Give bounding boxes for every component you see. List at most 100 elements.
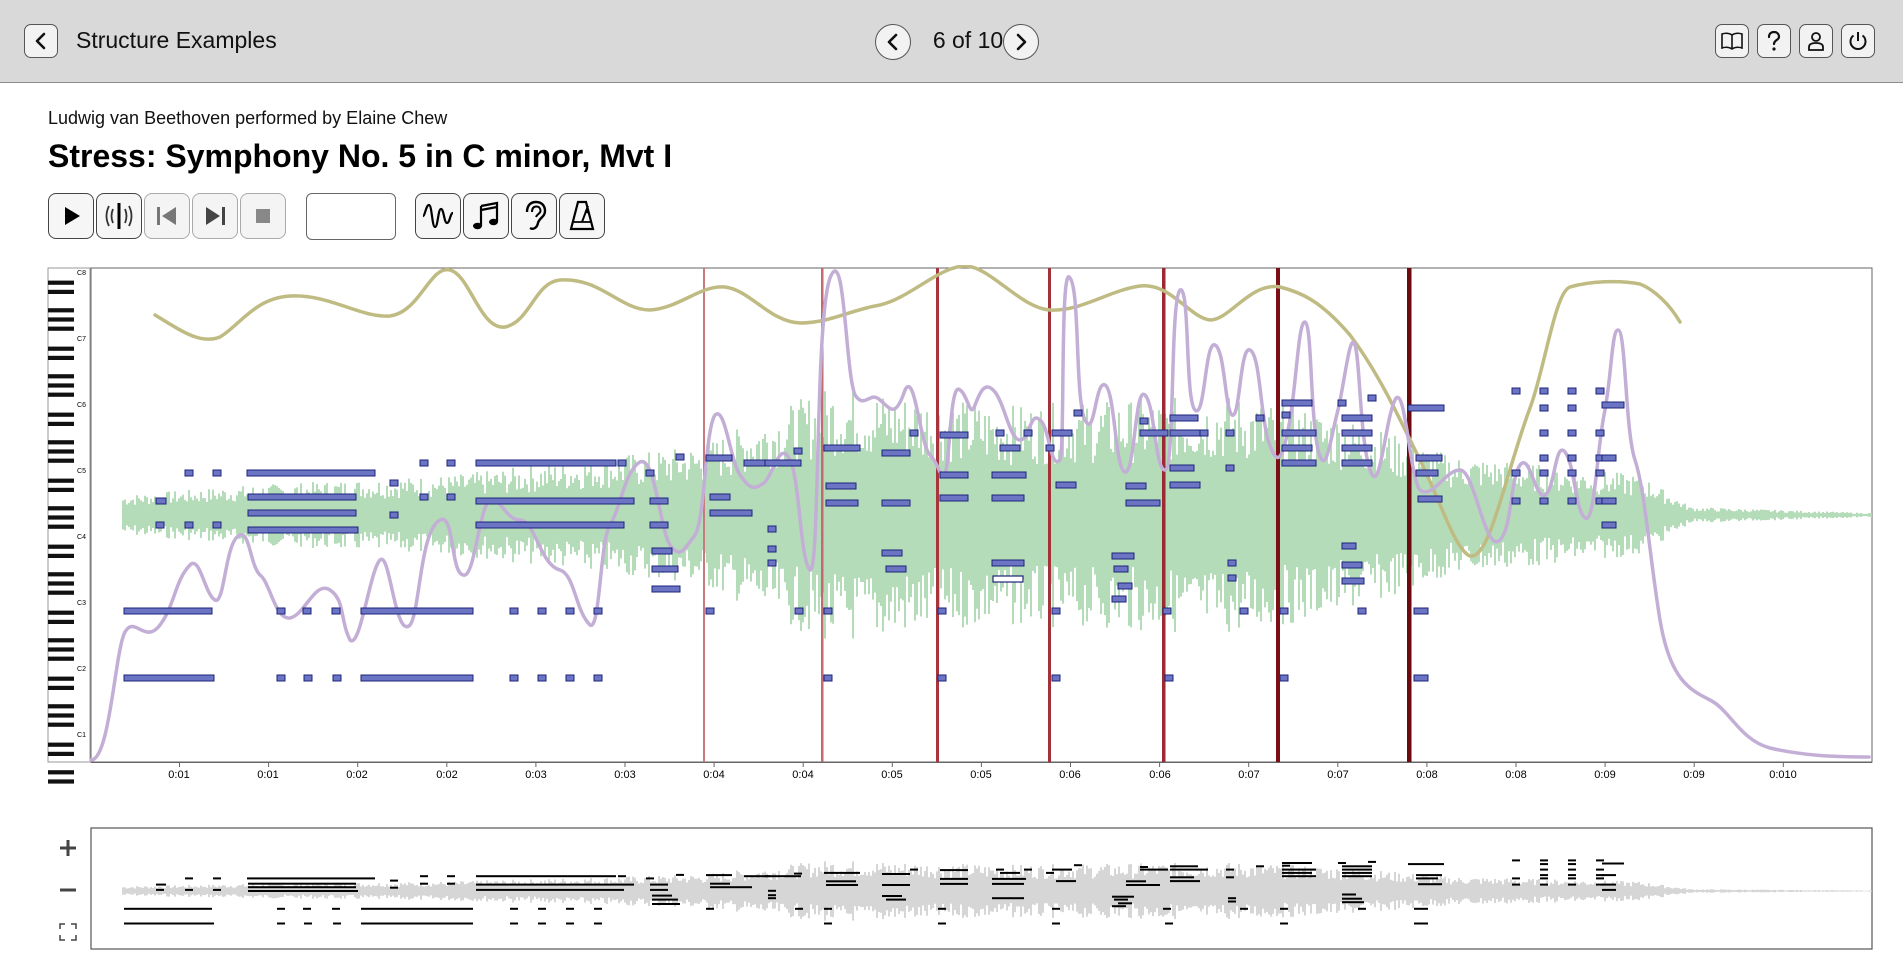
minimap-waveform-bar <box>138 887 140 895</box>
waveform-bar <box>1284 465 1286 565</box>
waveform-bar <box>1674 502 1676 528</box>
time-display[interactable] <box>306 193 396 240</box>
waveform-bar <box>656 480 658 550</box>
minimap-waveform-bar <box>860 874 862 907</box>
waveform-bar <box>882 398 884 632</box>
waveform-bar <box>1572 492 1574 538</box>
waveform-bar <box>992 429 994 601</box>
notes-toggle[interactable] <box>463 193 509 239</box>
note <box>675 453 685 461</box>
waveform-bar <box>590 461 592 569</box>
minimap-waveform-bar <box>1448 878 1450 904</box>
waveform-bar <box>1432 458 1434 572</box>
black-key <box>48 676 74 681</box>
waveform-bar <box>758 441 760 589</box>
waveform-bar <box>1288 427 1290 603</box>
minimap-waveform-bar <box>1730 889 1732 893</box>
waveform-bar <box>786 439 788 591</box>
back-button[interactable] <box>24 24 58 58</box>
minimap-waveform-bar <box>1238 864 1240 919</box>
minimap-waveform-bar <box>1850 890 1852 892</box>
prev-page-button[interactable] <box>875 24 911 60</box>
minimap-waveform-bar <box>968 875 970 907</box>
waveform-bar <box>1084 444 1086 586</box>
minimap-note <box>1200 868 1208 871</box>
minimap-waveform-bar <box>744 880 746 902</box>
minimap-waveform-bar <box>1534 885 1536 897</box>
audio-focus-button[interactable] <box>96 193 142 239</box>
stress-curve <box>89 269 1871 762</box>
minimap-waveform-bar <box>592 884 594 898</box>
waveform-bar <box>364 497 366 533</box>
waveform-bar <box>812 439 814 591</box>
waveform-bar <box>1604 472 1606 558</box>
waveform-bar <box>462 476 464 554</box>
note <box>937 674 947 682</box>
minimap-waveform-bar <box>1566 882 1568 900</box>
minimap-waveform-bar <box>1350 875 1352 907</box>
note <box>1051 607 1061 615</box>
zoom-in-button[interactable] <box>56 836 80 860</box>
black-key <box>48 487 74 492</box>
waveform-bar <box>1740 510 1742 520</box>
skip-forward-button[interactable] <box>192 193 238 239</box>
waveform-bar <box>1820 513 1822 517</box>
minimap-waveform-bar <box>1316 868 1318 914</box>
waveform-bar <box>1490 472 1492 558</box>
minimap-waveform-bar <box>1252 868 1254 914</box>
fit-view-button[interactable] <box>56 920 80 944</box>
note <box>123 674 215 682</box>
book-button[interactable] <box>1715 24 1749 58</box>
minimap-waveform-bar <box>1738 889 1740 893</box>
play-button[interactable] <box>48 193 94 239</box>
minimap-waveform-bar <box>1866 890 1868 892</box>
minimap-waveform-bar <box>1120 873 1122 909</box>
black-key <box>48 440 74 445</box>
stop-button[interactable] <box>240 193 286 239</box>
metronome-toggle[interactable] <box>559 193 605 239</box>
listen-toggle[interactable] <box>511 193 557 239</box>
waveform-bar <box>414 492 416 538</box>
minimap-waveform-bar <box>1008 875 1010 907</box>
note <box>1073 409 1083 417</box>
waveform-bar <box>1690 507 1692 523</box>
waveform-bar <box>1252 421 1254 609</box>
black-key <box>48 449 74 454</box>
overview-minimap[interactable] <box>0 826 1903 952</box>
help-button[interactable] <box>1757 24 1791 58</box>
black-key <box>48 619 74 624</box>
piano-roll-view[interactable]: C8 C7 C6 C5 C4 C3 C2 C1 0:01 0:01 0:02 0… <box>0 265 1903 785</box>
minimap-waveform-bar <box>880 869 882 913</box>
waveform-bar <box>1676 501 1678 529</box>
zoom-out-button[interactable] <box>56 878 80 902</box>
minimap-waveform-bar <box>514 881 516 901</box>
waveform-toggle[interactable] <box>415 193 461 239</box>
note <box>155 497 167 505</box>
waveform-bar <box>1866 513 1868 517</box>
minimap-waveform-bar <box>1684 888 1686 894</box>
minimap-waveform-bar <box>424 886 426 896</box>
waveform-bar <box>218 493 220 537</box>
minimap-waveform-bar <box>436 884 438 898</box>
waveform-bar <box>600 487 602 543</box>
waveform-bar <box>168 491 170 539</box>
minimap-waveform-bar <box>496 881 498 901</box>
minimap-waveform-bar <box>562 878 564 904</box>
power-button[interactable] <box>1841 24 1875 58</box>
minimap-waveform-bar <box>1824 890 1826 892</box>
user-button[interactable] <box>1799 24 1833 58</box>
minimap-waveform-bar <box>1076 870 1078 912</box>
minimap-note <box>476 888 624 891</box>
minimap-note <box>303 907 311 910</box>
skip-back-button[interactable] <box>144 193 190 239</box>
minimap-waveform-bar <box>1488 881 1490 901</box>
minimap-waveform-bar <box>1372 878 1374 904</box>
note <box>823 674 833 682</box>
waveform-bar <box>1526 478 1528 552</box>
minimap-waveform-bar <box>1198 873 1200 909</box>
next-page-button[interactable] <box>1003 24 1039 60</box>
waveform-bar <box>1632 476 1634 554</box>
waveform-bar <box>1520 486 1522 544</box>
minimap-waveform-bar <box>1650 886 1652 896</box>
minimap-waveform-bar <box>574 882 576 900</box>
